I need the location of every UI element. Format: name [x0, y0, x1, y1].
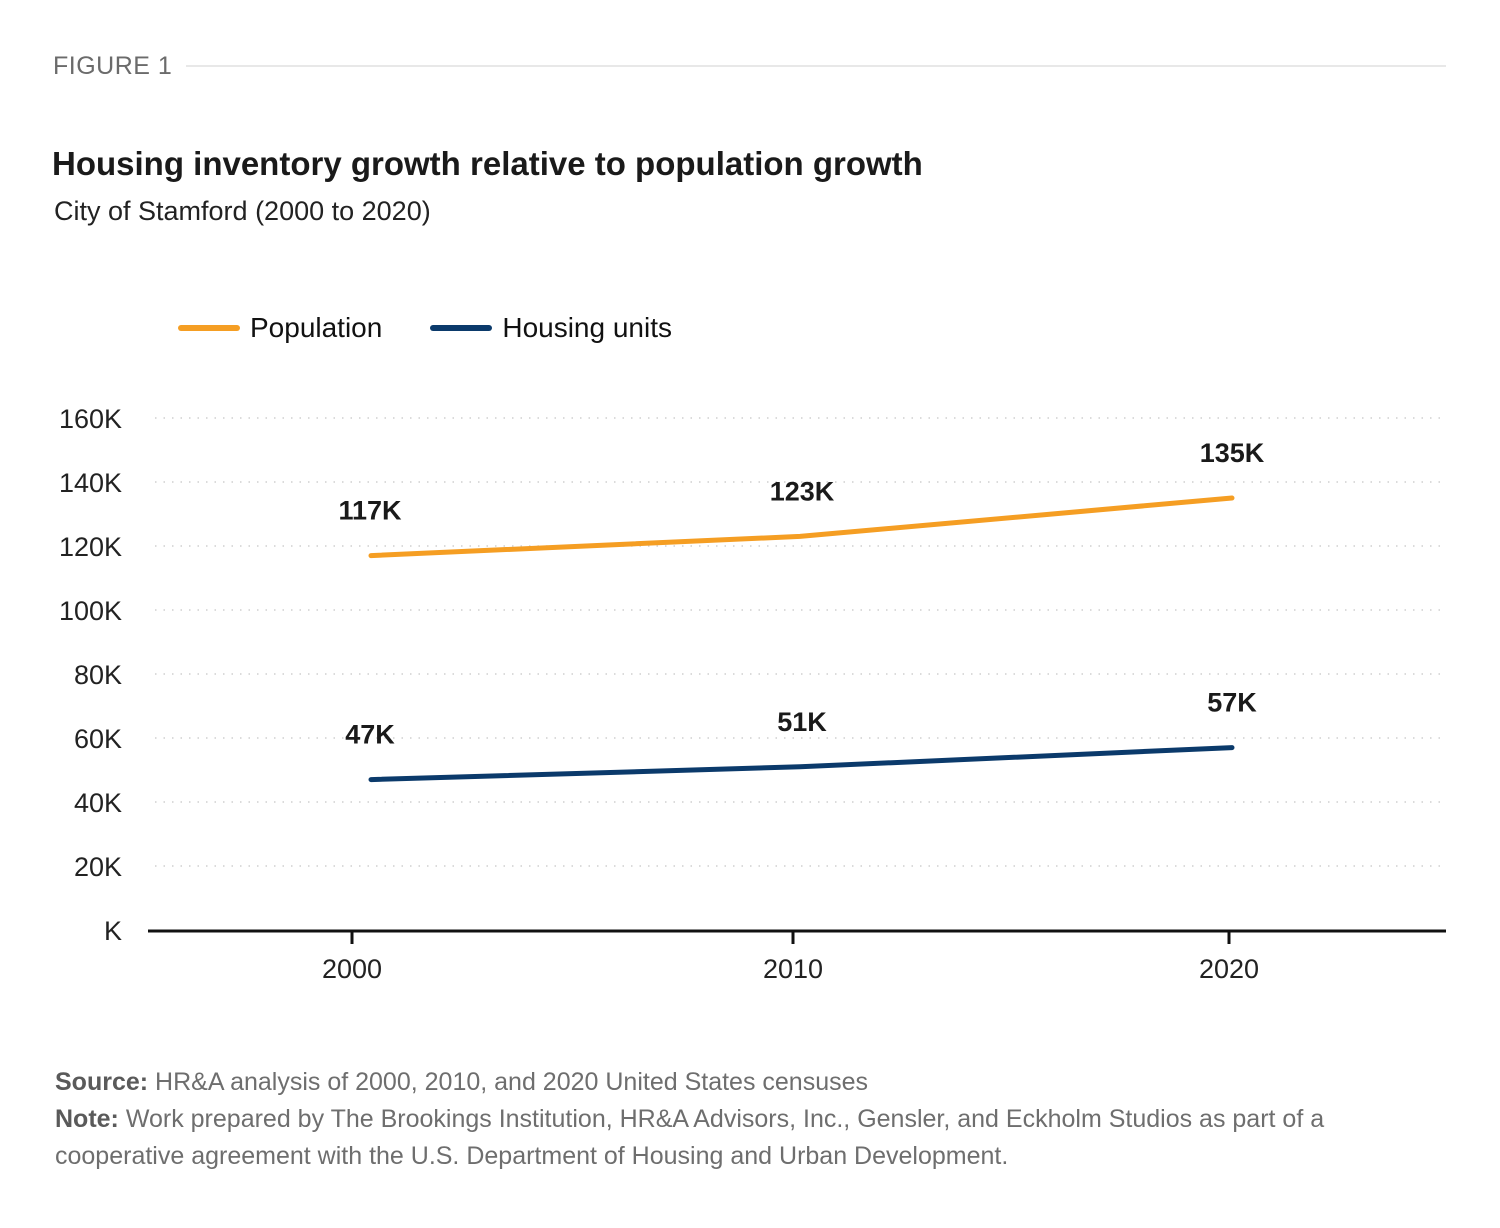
y-tick-label: 160K [59, 404, 122, 434]
legend-item-housing-units: Housing units [430, 312, 672, 344]
note-line: Note: Work prepared by The Brookings Ins… [55, 1101, 1455, 1175]
series-line-housing-units [368, 745, 1235, 783]
legend-swatch-housing-units [430, 325, 493, 331]
source-text: HR&A analysis of 2000, 2010, and 2020 Un… [148, 1068, 869, 1096]
x-tick-label: 2020 [1199, 954, 1259, 984]
data-label: 123K [770, 476, 835, 506]
source-label: Source: [55, 1068, 149, 1096]
y-tick-label: 40K [74, 788, 122, 818]
y-axis-ticks: K 20K 40K 60K 80K 100K 120K 140K 160K [59, 404, 122, 946]
figure-label: FIGURE 1 [53, 52, 173, 80]
figure-divider [186, 65, 1446, 67]
y-tick-label: 140K [59, 468, 122, 498]
y-tick-label: 120K [59, 532, 122, 562]
series-line-population [368, 495, 1235, 559]
x-tick-label: 2000 [322, 954, 382, 984]
data-label: 57K [1207, 688, 1257, 718]
source-line: Source: HR&A analysis of 2000, 2010, and… [55, 1064, 1455, 1101]
y-tick-label: 20K [74, 852, 122, 882]
legend-item-population: Population [178, 312, 382, 344]
data-label: 51K [777, 707, 827, 737]
data-label: 117K [338, 496, 402, 526]
legend-swatch-population [178, 325, 240, 331]
y-tick-label: K [104, 916, 122, 946]
data-labels: 117K 123K 135K 47K 51K 57K [338, 438, 1264, 750]
footer: Source: HR&A analysis of 2000, 2010, and… [55, 1064, 1455, 1175]
chart-subtitle: City of Stamford (2000 to 2020) [54, 196, 431, 226]
legend-label-population: Population [250, 312, 383, 343]
y-tick-label: 100K [59, 596, 122, 626]
x-tick-label: 2010 [763, 954, 823, 984]
x-axis: 2000 2010 2020 [148, 929, 1446, 984]
data-label: 135K [1200, 438, 1265, 468]
legend: Population Housing units [178, 312, 720, 344]
note-text: Work prepared by The Brookings Instituti… [55, 1105, 1325, 1170]
data-label: 47K [345, 720, 395, 750]
chart-title: Housing inventory growth relative to pop… [52, 145, 923, 182]
note-label: Note: [55, 1105, 119, 1133]
y-tick-label: 80K [74, 660, 122, 690]
legend-label-housing-units: Housing units [502, 312, 672, 343]
series-lines [368, 495, 1235, 783]
y-tick-label: 60K [74, 724, 122, 754]
